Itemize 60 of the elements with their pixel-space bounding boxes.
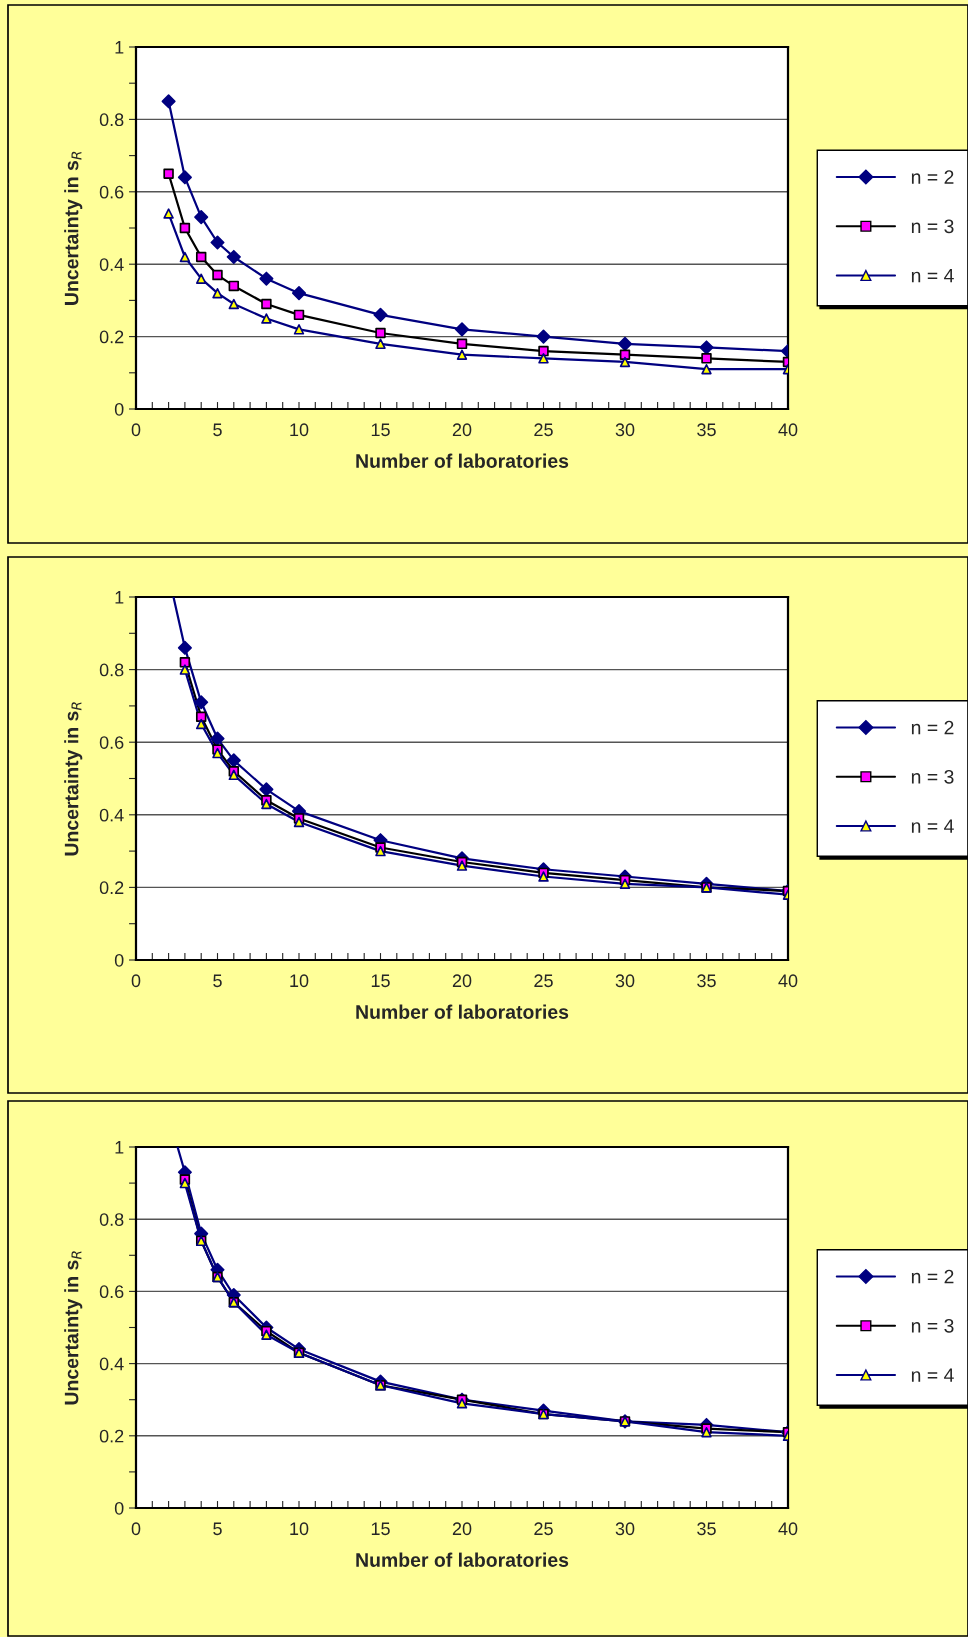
x-tick-label: 30 [615,974,635,988]
x-axis-title: Number of laboratories [356,1552,569,1567]
y-tick-label: 0.6 [99,736,124,749]
y-tick-label: 0.2 [99,1429,124,1443]
x-tick-label: 0 [131,1522,141,1536]
x-tick-label: 40 [778,423,798,437]
x-tick-label: 5 [213,1522,222,1536]
y-tick-label: 1 [115,41,124,54]
legend-label: n = 3 [911,219,954,234]
x-tick-label: 35 [697,1522,716,1536]
y-tick-label: 0 [114,402,124,416]
x-tick-label: 30 [615,1522,635,1536]
y-tick-label: 0.8 [99,1213,124,1226]
y-tick-label: 1 [115,591,124,604]
x-tick-label: 15 [371,1522,390,1536]
y-tick-label: 0.6 [99,1285,124,1299]
x-tick-label: 20 [452,1522,472,1536]
x-tick-label: 25 [534,1522,553,1536]
y-tick-label: 0.8 [99,113,124,127]
x-tick-label: 5 [213,974,222,988]
x-tick-label: 10 [290,974,309,988]
y-tick-label: 1 [115,1141,124,1154]
y-axis-title: Uncertainty in s$_{R}$ [64,1251,83,1405]
y-tick-label: 0.4 [99,258,124,271]
y-axis-title: Uncertainty in s$_{R}$ [64,702,83,856]
y-tick-label: 0.8 [99,663,124,677]
x-tick-label: 15 [371,974,390,988]
y-tick-label: 0.4 [99,808,124,822]
x-tick-label: 20 [452,423,472,437]
legend-label: n = 3 [911,1318,954,1333]
y-tick-label: 0.2 [99,881,124,895]
x-tick-label: 40 [778,1522,798,1536]
x-tick-label: 5 [213,423,222,437]
x-tick-label: 10 [290,423,309,437]
x-tick-label: 15 [371,423,390,437]
legend-label: n = 4 [911,1368,954,1382]
legend-label: n = 4 [911,819,954,833]
x-tick-label: 35 [697,974,716,988]
x-tick-label: 20 [452,974,472,988]
y-tick-label: 0 [114,953,124,967]
x-tick-label: 30 [615,423,635,437]
x-tick-label: 25 [534,423,553,437]
x-tick-label: 25 [534,974,553,988]
x-axis-title: Number of laboratories [356,1004,569,1019]
legend-label: n = 2 [911,1269,954,1284]
x-tick-label: 35 [697,423,716,437]
x-tick-label: 0 [131,423,141,437]
y-tick-label: 0.6 [99,185,124,199]
x-axis-title: Number of laboratories [356,453,569,468]
legend-label: n = 2 [911,720,954,735]
x-tick-label: 10 [290,1522,309,1536]
y-tick-label: 0.2 [99,330,124,344]
legend-label: n = 2 [911,170,954,184]
y-axis-title: Uncertainty in s$_{R}$ [64,151,83,305]
y-tick-label: 0.4 [99,1357,124,1371]
legend-label: n = 3 [911,769,954,784]
x-tick-label: 40 [778,974,798,988]
legend-label: n = 4 [911,268,954,283]
x-tick-label: 0 [131,974,141,988]
y-tick-label: 0 [114,1501,124,1515]
